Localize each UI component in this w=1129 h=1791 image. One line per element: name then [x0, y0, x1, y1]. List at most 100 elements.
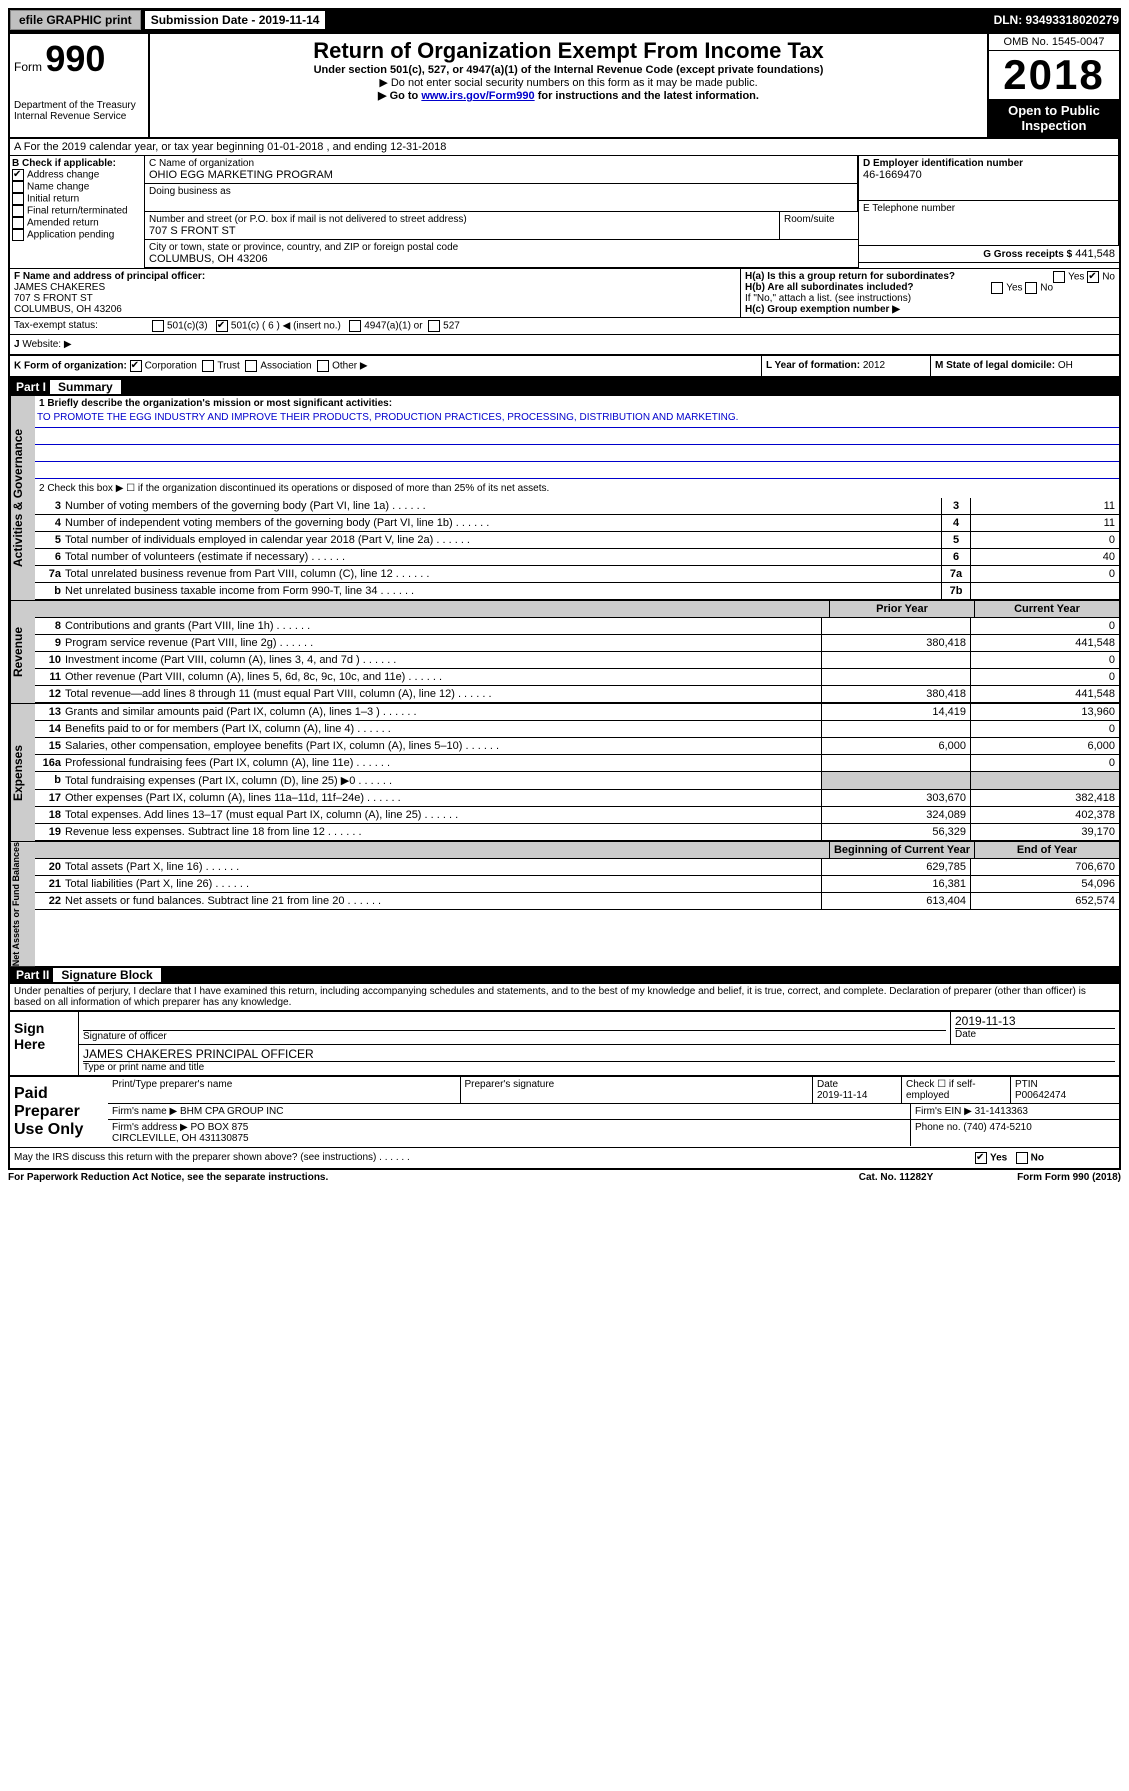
website-value: Website: ▶	[22, 339, 71, 350]
current-val: 54,096	[970, 876, 1119, 892]
4947-checkbox[interactable]	[349, 320, 361, 332]
trust-checkbox[interactable]	[202, 360, 214, 372]
ein-value: 46-1669470	[863, 169, 1114, 181]
other-checkbox[interactable]	[317, 360, 329, 372]
line-num: 20	[35, 859, 63, 875]
net-assets-sidebar: Net Assets or Fund Balances	[10, 842, 35, 966]
paid-preparer-label: Paid Preparer Use Only	[10, 1077, 108, 1147]
sig-date: 2019-11-13	[955, 1014, 1115, 1029]
hb-line: H(b) Are all subordinates included? Yes …	[745, 282, 1115, 293]
ha-no-checkbox[interactable]	[1087, 271, 1099, 283]
boxb-checkbox-2[interactable]	[12, 193, 24, 205]
officer-city: COLUMBUS, OH 43206	[14, 304, 736, 315]
line-2: 2 Check this box ▶ ☐ if the organization…	[35, 479, 1119, 498]
ssn-note: ▶ Do not enter social security numbers o…	[154, 76, 983, 89]
current-val: 6,000	[970, 738, 1119, 754]
opt-4947: 4947(a)(1) or	[364, 321, 422, 332]
line-desc: Total number of volunteers (estimate if …	[63, 549, 941, 565]
line-desc: Investment income (Part VIII, column (A)…	[63, 652, 821, 668]
discuss-no-checkbox[interactable]	[1016, 1152, 1028, 1164]
line-num: b	[35, 772, 63, 789]
boxb-checkbox-1[interactable]	[12, 181, 24, 193]
firm-name: BHM CPA GROUP INC	[180, 1106, 284, 1117]
part-i-label: Part I	[16, 380, 46, 394]
line-val: 0	[970, 532, 1119, 548]
line-box: 7a	[941, 566, 970, 582]
corp-checkbox[interactable]	[130, 360, 142, 372]
opt-association: Association	[260, 361, 311, 372]
ha-yes-checkbox[interactable]	[1053, 271, 1065, 283]
current-val: 706,670	[970, 859, 1119, 875]
current-val: 0	[970, 652, 1119, 668]
prep-date: 2019-11-14	[817, 1090, 897, 1101]
firm-city: CIRCLEVILLE, OH 431130875	[112, 1133, 906, 1144]
firm-addr-label: Firm's address ▶	[112, 1122, 188, 1133]
part-i-header: Part I Summary	[10, 378, 1119, 396]
efile-graphic-print-button[interactable]: efile GRAPHIC print	[10, 10, 141, 30]
current-val	[970, 772, 1119, 789]
501c-checkbox[interactable]	[216, 320, 228, 332]
line-num: 15	[35, 738, 63, 754]
box-e-label: E Telephone number	[863, 203, 1114, 214]
box-d-label: D Employer identification number	[863, 158, 1114, 169]
527-checkbox[interactable]	[428, 320, 440, 332]
efile-top-bar: efile GRAPHIC print Submission Date - 20…	[8, 8, 1121, 32]
opt-other: Other ▶	[332, 361, 367, 372]
line-desc: Professional fundraising fees (Part IX, …	[63, 755, 821, 771]
irs-link[interactable]: www.irs.gov/Form990	[421, 90, 534, 102]
goto-note: ▶ Go to www.irs.gov/Form990 for instruct…	[154, 89, 983, 102]
boxb-checkbox-5[interactable]	[12, 229, 24, 241]
501c3-checkbox[interactable]	[152, 320, 164, 332]
current-val: 0	[970, 618, 1119, 634]
line-box: 5	[941, 532, 970, 548]
discuss-text: May the IRS discuss this return with the…	[14, 1152, 975, 1164]
hb-yes-checkbox[interactable]	[991, 282, 1003, 294]
part-i-title: Summary	[50, 380, 121, 394]
goto-suffix: for instructions and the latest informat…	[535, 90, 759, 102]
gross-receipts: 441,548	[1075, 248, 1115, 260]
dln-label: DLN: 93493318020279	[994, 13, 1119, 27]
line-num: 14	[35, 721, 63, 737]
discuss-label: May the IRS discuss this return with the…	[14, 1152, 376, 1163]
dept-treasury: Department of the Treasury Internal Reve…	[14, 100, 144, 122]
tax-year: 2018	[989, 51, 1119, 99]
line-desc: Total liabilities (Part X, line 26)	[63, 876, 821, 892]
line-box: 7b	[941, 583, 970, 599]
pra-notice: For Paperwork Reduction Act Notice, see …	[8, 1172, 821, 1183]
line-num: 17	[35, 790, 63, 806]
hb-no-checkbox[interactable]	[1025, 282, 1037, 294]
begin-year-header: Beginning of Current Year	[829, 842, 974, 859]
line-num: 10	[35, 652, 63, 668]
prior-val	[821, 755, 970, 771]
boxb-checkbox-0[interactable]	[12, 169, 24, 181]
boxb-checkbox-3[interactable]	[12, 205, 24, 217]
line-box: 4	[941, 515, 970, 531]
prior-val: 303,670	[821, 790, 970, 806]
boxb-item-2: Initial return	[27, 194, 79, 205]
line-num: 5	[35, 532, 63, 548]
prior-val: 56,329	[821, 824, 970, 840]
prior-val: 324,089	[821, 807, 970, 823]
boxb-checkbox-4[interactable]	[12, 217, 24, 229]
line-num: 18	[35, 807, 63, 823]
line-desc: Benefits paid to or for members (Part IX…	[63, 721, 821, 737]
prior-val: 380,418	[821, 635, 970, 651]
opt-501c: 501(c) ( 6 ) ◀ (insert no.)	[231, 321, 341, 332]
line-desc: Net unrelated business taxable income fr…	[63, 583, 941, 599]
line-desc: Total unrelated business revenue from Pa…	[63, 566, 941, 582]
line-num: 12	[35, 686, 63, 702]
prep-sig-header: Preparer's signature	[461, 1077, 814, 1103]
assoc-checkbox[interactable]	[245, 360, 257, 372]
line-num: 21	[35, 876, 63, 892]
self-employed-header: Check ☐ if self-employed	[902, 1077, 1011, 1103]
ha-line: H(a) Is this a group return for subordin…	[745, 271, 1115, 282]
firm-phone-label: Phone no.	[915, 1122, 961, 1133]
discuss-yes-checkbox[interactable]	[975, 1152, 987, 1164]
revenue-sidebar: Revenue	[10, 601, 35, 703]
line-num: 3	[35, 498, 63, 514]
firm-addr: PO BOX 875	[191, 1122, 249, 1133]
line-desc: Other revenue (Part VIII, column (A), li…	[63, 669, 821, 685]
form-prefix: Form	[14, 60, 42, 74]
city-label: City or town, state or province, country…	[149, 242, 854, 253]
prior-val: 6,000	[821, 738, 970, 754]
